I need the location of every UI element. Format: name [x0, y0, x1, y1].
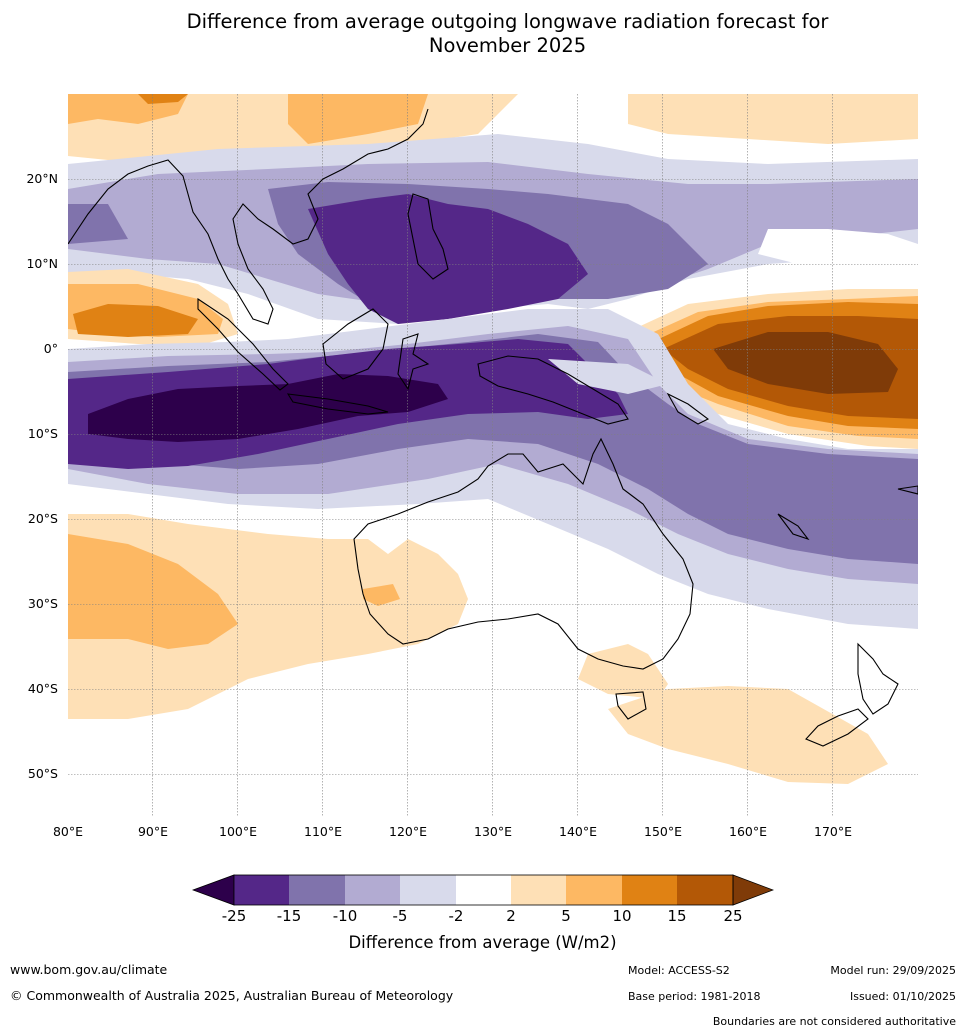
lat-label-20s: 20°S — [27, 511, 58, 526]
footer-website[interactable]: www.bom.gov.au/climate — [10, 962, 168, 977]
colorbar-swatch-10 — [732, 874, 774, 906]
nz-north-coastline — [857, 642, 899, 715]
lon-label-80e: 80°E — [52, 824, 84, 839]
colorbar-tick-7: 10 — [612, 907, 632, 925]
anomaly-nw-pacific-orange — [628, 94, 918, 144]
gridlines — [68, 94, 918, 817]
anomaly-purple-darkest-south — [88, 374, 448, 442]
lon-label-100e: 100°E — [218, 824, 258, 839]
asia-coastline — [68, 108, 429, 325]
anomaly-north-orange3 — [138, 94, 188, 104]
colorbar-swatch-3 — [345, 875, 400, 905]
anomaly-purple-mid-north — [68, 204, 128, 244]
colorbar-tick-9: 25 — [723, 907, 743, 925]
anomaly-south-indian-orange — [68, 534, 238, 649]
sulawesi-coastline — [397, 333, 430, 391]
lat-label-40s: 40°S — [27, 681, 58, 696]
anomaly-neutral-band — [548, 359, 668, 394]
anomaly-se-australia-orange — [578, 644, 668, 699]
lat-label-20n: 20°N — [26, 171, 58, 186]
title-line-1: Difference from average outgoing longwav… — [186, 10, 829, 33]
nz-south-coastline — [805, 708, 869, 747]
olr-anomaly-map — [68, 94, 918, 817]
lon-label-150e: 150°E — [643, 824, 683, 839]
colorbar-swatch-6 — [511, 875, 566, 905]
lon-label-90e: 90°E — [137, 824, 169, 839]
footer-copyright: © Commonwealth of Australia 2025, Austra… — [10, 988, 454, 1003]
anomaly-north-orange2 — [288, 94, 428, 144]
fiji — [897, 485, 918, 495]
footer-model-run: Model run: 29/09/2025 — [830, 964, 956, 977]
lon-label-120e: 120°E — [388, 824, 428, 839]
australia-coastline — [353, 437, 694, 670]
colorbar-label: Difference from average (W/m2) — [348, 933, 617, 952]
colorbar-swatch-2 — [289, 875, 345, 905]
coastlines — [68, 108, 918, 747]
colorbar-tick-8: 15 — [667, 907, 687, 925]
colorbar-swatch-7 — [566, 875, 622, 905]
colorbar — [192, 874, 774, 906]
colorbar-tick-0: -25 — [221, 907, 247, 925]
footer-disclaimer: Boundaries are not considered authoritat… — [712, 1015, 956, 1028]
solomon-islands — [666, 392, 710, 425]
footer-model: Model: ACCESS-S2 — [628, 964, 730, 977]
title-line-2: November 2025 — [428, 34, 587, 57]
colorbar-swatch-0 — [192, 874, 235, 906]
lat-label-10s: 10°S — [27, 426, 58, 441]
colorbar-tick-2: -10 — [332, 907, 358, 925]
footer-issued: Issued: 01/10/2025 — [849, 990, 956, 1003]
sumatra-coastline — [197, 297, 289, 391]
colorbar-swatch-1 — [234, 875, 289, 905]
lat-label-0: 0° — [43, 341, 58, 356]
colorbar-tick-3: -5 — [392, 907, 408, 925]
colorbar-tick-6: 5 — [561, 907, 571, 925]
colorbar-swatch-9 — [677, 875, 733, 905]
colorbar-tick-5: 2 — [506, 907, 516, 925]
anomaly-purple-dark-central — [308, 194, 588, 324]
tasmania-coastline — [615, 691, 647, 720]
lon-label-130e: 130°E — [473, 824, 513, 839]
lat-label-30s: 30°S — [27, 596, 58, 611]
colorbar-tick-4: -2 — [448, 907, 464, 925]
lon-label-140e: 140°E — [558, 824, 598, 839]
colorbar-swatch-4 — [400, 875, 456, 905]
map-canvas — [68, 94, 918, 817]
vanuatu-new-caledonia — [777, 513, 810, 541]
anomaly-indian-ocean-orange-dark — [73, 304, 198, 337]
colorbar-swatch-5 — [456, 875, 511, 905]
borneo-coastline — [322, 308, 389, 380]
anomaly-tasman-orange — [608, 686, 888, 784]
lon-label-110e: 110°E — [303, 824, 343, 839]
chart-title: Difference from average outgoing longwav… — [0, 10, 965, 58]
new-guinea-coastline — [477, 355, 629, 425]
footer-base-period: Base period: 1981-2018 — [628, 990, 761, 1003]
lat-label-10n: 10°N — [26, 256, 58, 271]
colorbar-tick-1: -15 — [276, 907, 302, 925]
java-coastline — [286, 393, 389, 415]
colorbar-swatch-8 — [622, 875, 677, 905]
anomaly-south-wa-orange — [363, 584, 400, 606]
anomaly-neutral-west-pacific — [758, 229, 918, 269]
lat-label-50s: 50°S — [27, 766, 58, 781]
lon-label-160e: 160°E — [728, 824, 768, 839]
lon-label-170e: 170°E — [813, 824, 853, 839]
philippines-coastline — [407, 193, 449, 280]
anomaly-pacific-orange-darkest — [713, 332, 898, 394]
